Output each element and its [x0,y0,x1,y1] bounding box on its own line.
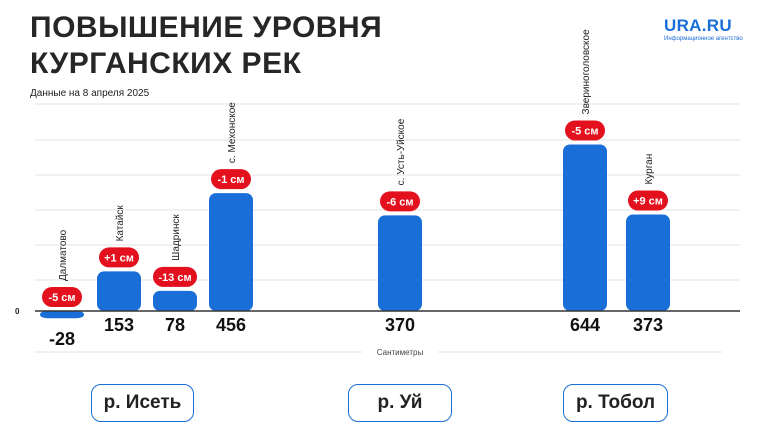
bar [626,214,670,311]
station-label: с. Усть-Уйское [396,118,407,185]
river-button-iset[interactable]: р. Исеть [91,384,194,422]
logo-name: URA.RU [664,16,732,35]
change-badge-label: +1 см [104,252,134,264]
bar [40,311,84,319]
station-label: Курган [644,154,655,185]
xlabel-bg [362,346,438,358]
river-button-ui[interactable]: р. Уй [348,384,452,422]
bar [209,193,253,311]
bar [97,271,141,311]
bar [378,215,422,311]
change-badge-label: -1 см [217,174,244,186]
bar [153,290,197,311]
change-badge-label: -5 см [571,125,598,137]
station-label: с. Мехонское [227,102,238,163]
zero-tick-label: 0 [15,307,20,316]
x-axis-label: Сантиметры [377,348,424,357]
value-label: 78 [165,315,185,335]
station-label: Звериноголовское [581,29,592,115]
station-label: Катайск [115,205,126,242]
logo-tagline: Информационное агентство [664,36,743,42]
change-badge [565,120,605,141]
change-badge [99,247,139,268]
change-badge-label: +9 см [633,196,663,208]
change-badge [42,287,82,307]
value-label: 370 [385,315,415,335]
change-badge [211,169,251,190]
change-badge [380,191,420,212]
value-label: -28 [49,329,75,349]
ura-ru-logo[interactable]: URA.RU Информационное агентство [664,17,744,43]
value-label: 644 [570,315,600,335]
value-label: 153 [104,315,134,335]
value-label: 456 [216,315,246,335]
station-label: Далматово [58,229,69,281]
change-badge-label: -13 см [158,272,191,284]
change-badge [153,266,197,287]
bar [563,144,607,311]
value-label: 373 [633,315,663,335]
river-button-tobol[interactable]: р. Тобол [563,384,668,422]
data-date-subtitle: Данные на 8 апреля 2025 [30,88,150,99]
page-title: ПОВЫШЕНИЕ УРОВНЯ КУРГАНСКИХ РЕК [30,11,383,80]
change-badge-label: -5 см [48,292,75,304]
station-label: Шадринск [171,214,182,261]
change-badge [628,190,668,211]
change-badge-label: -6 см [386,196,413,208]
